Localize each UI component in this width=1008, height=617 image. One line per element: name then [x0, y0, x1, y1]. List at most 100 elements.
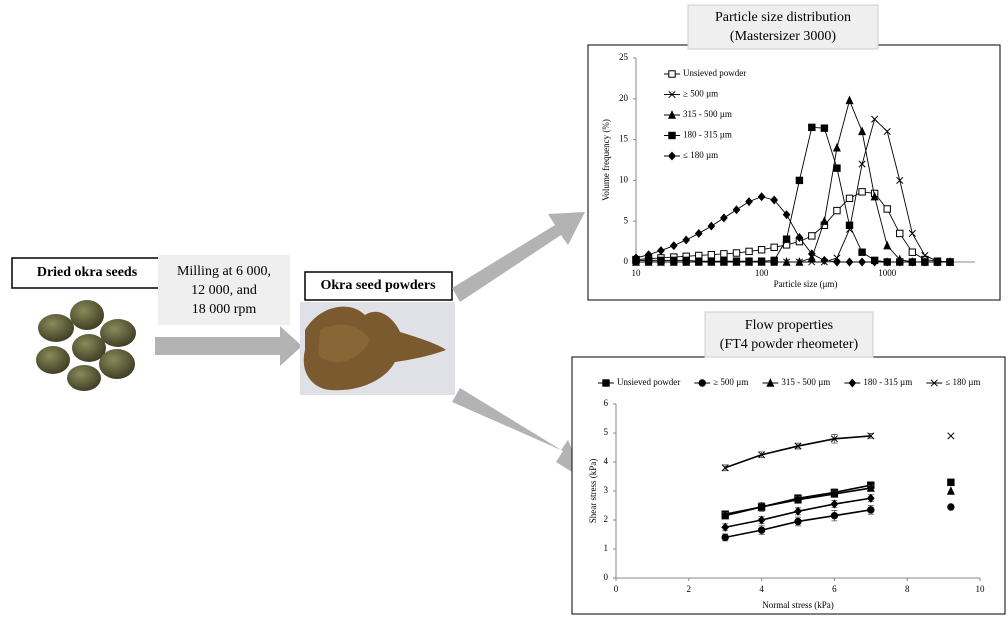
y-tick-label: 0: [624, 256, 629, 266]
marker: [833, 206, 841, 215]
marker: [745, 197, 753, 207]
x-tick-label: 8: [905, 584, 910, 594]
x-axis-label: Normal stress (kPa): [762, 600, 834, 610]
x-tick-label: 10: [976, 584, 986, 594]
legend-marker: [668, 90, 676, 99]
marker: [669, 241, 678, 251]
title-box: [704, 311, 874, 358]
marker: [732, 205, 741, 215]
marker: [845, 257, 854, 267]
marker: [808, 123, 816, 132]
marker: [832, 142, 841, 152]
marker: [721, 533, 729, 542]
chart-subtitle: (Mastersizer 3000): [730, 29, 836, 44]
marker: [845, 95, 854, 105]
title-box: [687, 4, 879, 50]
marker: [830, 435, 838, 443]
y-tick-label: 3: [604, 485, 609, 495]
marker: [721, 510, 730, 520]
marker: [694, 228, 703, 238]
legend-marker: [698, 379, 706, 387]
legend-label: 180 - 315 µm: [683, 130, 732, 140]
marker: [794, 517, 802, 526]
legend-marker: [602, 379, 610, 387]
marker: [720, 257, 728, 265]
x-tick-label: 4: [759, 584, 764, 594]
marker: [794, 442, 802, 450]
marker: [770, 243, 778, 252]
marker: [757, 192, 766, 202]
marker: [707, 250, 716, 259]
marker: [721, 464, 729, 472]
marker: [908, 229, 916, 237]
legend-label: ≤ 180 µm: [945, 377, 980, 387]
marker: [896, 176, 904, 184]
x-tick-label: 2: [687, 584, 692, 594]
legend-marker: [668, 110, 676, 119]
marker: [858, 188, 866, 196]
powders-box: [304, 271, 453, 301]
powder-image: [300, 302, 455, 395]
marker: [707, 221, 716, 231]
marker: [745, 257, 753, 265]
seeds-image: [36, 300, 136, 391]
milling-label: Milling at 6 000,: [177, 264, 271, 279]
marker: [820, 124, 829, 132]
legend-marker: [766, 378, 775, 387]
marker: [782, 257, 791, 266]
y-tick-label: 20: [619, 93, 629, 103]
marker: [947, 503, 955, 511]
marker: [845, 221, 854, 229]
marker: [883, 240, 892, 250]
marker: [757, 246, 766, 254]
marker: [908, 257, 917, 267]
marker: [820, 255, 829, 265]
legend-marker: [668, 131, 676, 140]
marker: [896, 229, 904, 238]
x-tick-label: 6: [832, 584, 837, 594]
marker: [632, 253, 640, 263]
chart-frame: [571, 356, 1006, 615]
y-tick-label: 4: [604, 456, 609, 466]
marker: [830, 499, 839, 509]
marker: [782, 210, 791, 220]
legend-label: Unsieved powder: [683, 68, 746, 78]
marker: [858, 257, 866, 267]
marker: [895, 257, 904, 267]
marker: [833, 164, 841, 172]
x-tick-label: 10: [632, 268, 642, 278]
legend-marker: [930, 379, 938, 387]
marker: [782, 235, 791, 243]
legend-label: 180 - 315 µm: [863, 377, 912, 387]
marker: [794, 494, 802, 504]
milling-label: 12 000, and: [191, 283, 257, 298]
marker: [883, 127, 891, 135]
chart-frame: [587, 44, 1001, 301]
chart-subtitle: (FT4 powder rheometer): [720, 337, 859, 352]
marker: [866, 483, 875, 492]
marker: [657, 246, 665, 256]
y-tick-label: 25: [619, 52, 629, 62]
marker: [867, 506, 875, 514]
marker: [908, 248, 917, 256]
marker: [757, 502, 766, 511]
y-tick-label: 0: [604, 572, 609, 582]
legend-marker: [668, 151, 676, 161]
milling-label: 18 000 rpm: [192, 302, 257, 317]
marker: [732, 249, 741, 257]
powders-label: Okra seed powders: [320, 278, 436, 293]
marker: [833, 257, 841, 267]
marker: [695, 257, 703, 265]
marker: [795, 176, 804, 185]
marker: [757, 515, 766, 525]
marker: [732, 257, 741, 265]
legend-marker: [848, 378, 857, 388]
legend-label: 315 - 500 µm: [683, 109, 732, 119]
y-axis-label: Volume frequency (%): [601, 119, 611, 201]
x-axis-label: Particle size (μm): [774, 279, 838, 289]
marker: [871, 115, 879, 123]
marker: [808, 232, 816, 240]
marker: [858, 160, 866, 168]
marker: [933, 257, 942, 267]
legend-label: 315 - 500 µm: [781, 377, 830, 387]
